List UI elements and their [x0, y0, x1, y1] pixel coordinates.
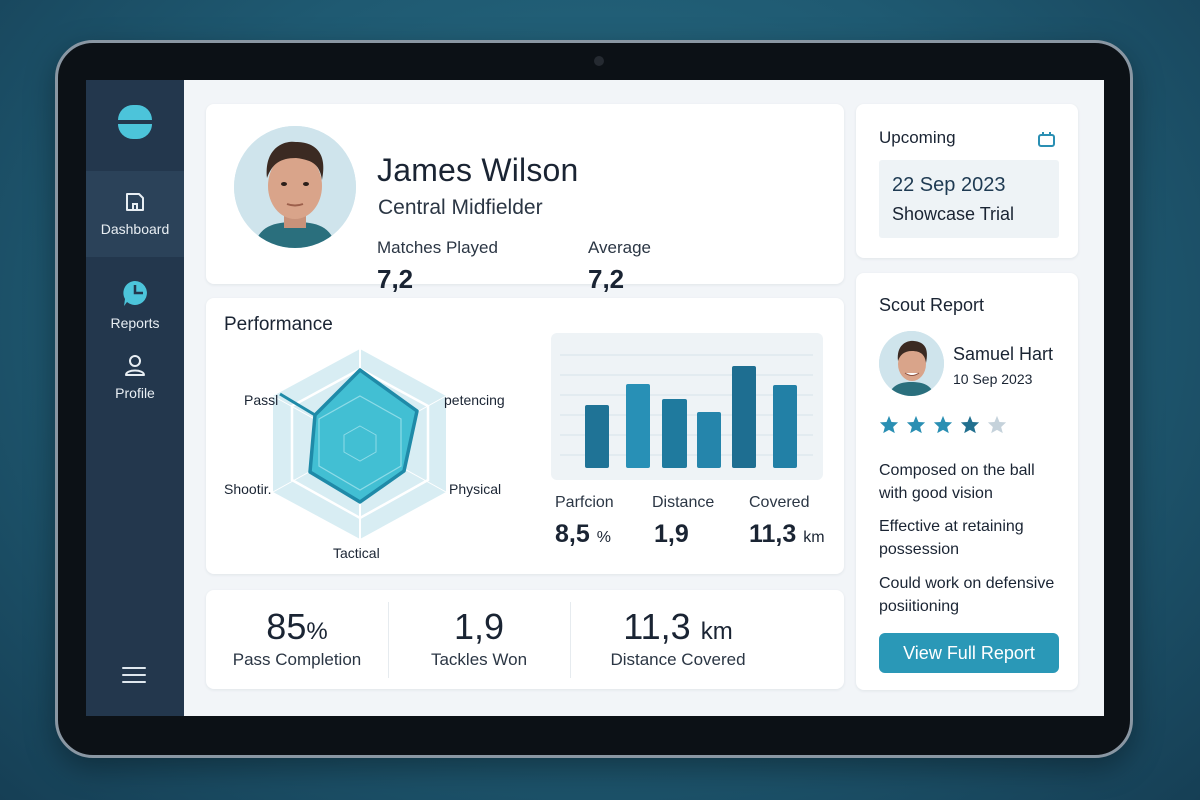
average-value: 7,2	[588, 264, 625, 294]
main-content: James Wilson Central Midfielder Matches …	[184, 80, 1104, 716]
scout-note: Could work on defensive posiitioning	[879, 575, 1055, 615]
scout-note: Composed on the ball with good vision	[879, 462, 1035, 502]
star-rating	[879, 415, 1007, 434]
divider	[388, 602, 389, 678]
radar-label-competencing: petencing	[444, 392, 505, 408]
sidebar: Dashboard Reports Profile	[86, 80, 184, 716]
radar-chart	[272, 349, 447, 539]
upcoming-event[interactable]: 22 Sep 2023 Showcase Trial	[879, 160, 1059, 238]
upcoming-card: Upcoming 22 Sep 2023 Showcase Trial	[856, 104, 1078, 258]
sidebar-item-label: Reports	[110, 315, 160, 331]
radar-label-passing: Passl	[244, 392, 279, 408]
performance-title: Performance	[224, 314, 333, 335]
radar-label-shooting: Shootir.	[224, 481, 272, 497]
sidebar-item-reports[interactable]: Reports	[86, 279, 184, 331]
radar-label-physical: Physical	[449, 481, 502, 497]
scout-report-date: 10 Sep 2023	[953, 371, 1033, 387]
mini-stat-value: 1,9	[654, 520, 689, 548]
divider	[570, 602, 571, 678]
mini-stat-value: 11,3 km	[749, 520, 825, 548]
mini-stat-label: Parfcion	[555, 494, 614, 511]
player-avatar	[234, 126, 356, 248]
mini-stat-value: 8,5 %	[555, 520, 611, 548]
mini-stat-label: Covered	[749, 494, 810, 511]
performance-card: Performance Passl petencing Shootir. Phy…	[206, 298, 844, 574]
scout-avatar	[879, 331, 944, 396]
dashboard-icon	[126, 193, 144, 211]
user-icon	[125, 355, 145, 376]
star-empty-icon	[987, 415, 1007, 434]
matches-played-label: Matches Played	[377, 238, 498, 257]
star-filled-icon	[933, 415, 953, 434]
view-full-report-button[interactable]: View Full Report	[879, 633, 1059, 673]
star-filled-icon	[906, 415, 926, 434]
star-filled-icon	[879, 415, 899, 434]
logo-icon	[118, 105, 152, 139]
stat-distance-covered: 11,3 km Distance Covered	[610, 606, 746, 669]
camera-dot	[594, 56, 604, 66]
stat-tackles-won: 1,9 Tackles Won	[430, 606, 528, 669]
sidebar-item-label: Dashboard	[100, 221, 170, 237]
player-name: James Wilson	[377, 152, 579, 188]
upcoming-date: 22 Sep 2023	[892, 174, 1006, 196]
scout-name: Samuel Hart	[953, 344, 1054, 364]
upcoming-event-name: Showcase Trial	[892, 204, 1015, 224]
calendar-icon[interactable]	[1038, 132, 1055, 147]
mini-stat-label: Distance	[652, 494, 715, 511]
sidebar-item-dashboard[interactable]: Dashboard	[86, 171, 184, 257]
upcoming-title: Upcoming	[879, 128, 956, 147]
sidebar-item-label: Profile	[115, 385, 155, 401]
player-position: Central Midfielder	[378, 196, 543, 219]
stat-pass-completion: 85% Pass Completion	[232, 606, 362, 669]
hamburger-menu-icon[interactable]	[122, 662, 146, 688]
player-profile-card: James Wilson Central Midfielder Matches …	[206, 104, 844, 294]
star-filled-icon	[960, 415, 980, 434]
radar-label-tactical: Tactical	[333, 545, 380, 561]
average-label: Average	[588, 238, 652, 257]
app-screen: Dashboard Reports Profile	[86, 80, 1104, 716]
scout-report-card: Scout Report Samuel Hart 10 Sep 2023	[856, 273, 1078, 690]
scout-note: Effective at retaining possession	[879, 518, 1024, 558]
matches-played-value: 7,2	[377, 264, 414, 294]
sidebar-item-profile[interactable]: Profile	[86, 353, 184, 401]
bar-chart	[551, 333, 823, 480]
summary-stats-card: 85% Pass Completion 1,9 Tackles Won 11,3…	[206, 590, 844, 689]
pie-chart-icon	[123, 281, 147, 306]
scout-report-title: Scout Report	[879, 295, 985, 315]
